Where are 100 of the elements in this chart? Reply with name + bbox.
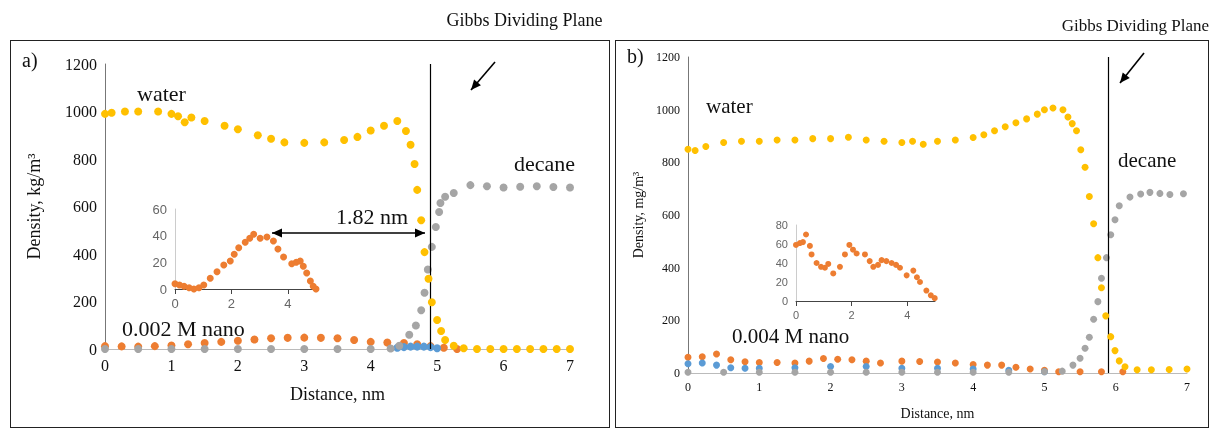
point — [983, 361, 991, 369]
point — [755, 137, 763, 145]
point — [934, 358, 941, 366]
point — [405, 330, 414, 339]
y-tick-label: 40 — [152, 228, 167, 244]
point — [809, 135, 817, 143]
point — [684, 360, 692, 368]
x-tick-label: 2 — [227, 296, 236, 311]
point — [813, 260, 820, 266]
point — [713, 361, 721, 369]
point — [1094, 254, 1102, 262]
point — [931, 295, 938, 302]
point — [101, 109, 109, 118]
point — [174, 112, 183, 121]
point — [401, 126, 410, 135]
point — [283, 333, 292, 342]
series-label: water — [137, 80, 187, 106]
point — [241, 238, 249, 246]
point — [1023, 115, 1031, 123]
point — [1137, 190, 1145, 198]
point — [862, 362, 870, 370]
y-tick-label: 800 — [73, 150, 97, 168]
point — [916, 279, 923, 285]
point — [991, 127, 999, 135]
point — [303, 269, 311, 277]
point — [684, 368, 692, 376]
point — [466, 181, 475, 190]
point — [844, 133, 852, 141]
point — [280, 138, 289, 147]
ref-line-label: Gibbs Dividing Plane — [1061, 15, 1209, 35]
point — [1179, 190, 1187, 198]
y-tick-label: 1200 — [656, 50, 680, 64]
y-tick-label: 1000 — [656, 102, 680, 117]
x-tick-label: 6 — [499, 356, 508, 374]
x-tick-label: 7 — [1184, 380, 1190, 394]
x-tick-label: 0 — [171, 296, 179, 311]
point — [300, 138, 309, 147]
point — [200, 281, 208, 289]
point — [896, 264, 903, 271]
point — [1077, 146, 1085, 154]
point — [366, 337, 375, 346]
point — [437, 326, 446, 335]
point — [916, 357, 924, 365]
point — [1166, 190, 1174, 198]
point — [880, 137, 888, 145]
series-label: 0.002 M nano — [122, 315, 245, 341]
point — [299, 262, 307, 270]
y-tick-label: 600 — [73, 198, 97, 215]
point — [333, 345, 342, 353]
point — [436, 198, 445, 207]
point — [267, 345, 276, 353]
point — [167, 345, 176, 353]
point — [737, 137, 745, 145]
point — [340, 136, 349, 144]
point — [150, 342, 159, 351]
point — [1165, 366, 1173, 374]
point — [566, 183, 574, 192]
point — [566, 345, 574, 353]
point — [951, 136, 959, 144]
x-tick-label: 1 — [756, 380, 763, 394]
point — [923, 287, 930, 294]
point — [435, 207, 444, 216]
point — [516, 182, 525, 191]
point — [213, 268, 221, 276]
point — [433, 316, 442, 325]
point — [187, 113, 196, 122]
point — [1085, 333, 1093, 341]
point — [866, 258, 873, 265]
series-label: water — [706, 94, 753, 118]
y-axis-title: Density, mg/m³ — [630, 171, 646, 259]
point — [410, 159, 419, 168]
point — [1156, 189, 1164, 197]
point — [441, 335, 450, 344]
point — [366, 345, 375, 353]
point — [910, 267, 917, 274]
point — [267, 334, 276, 343]
point — [919, 140, 927, 148]
y-tick-label: 20 — [775, 276, 788, 288]
point — [741, 358, 749, 366]
point — [427, 298, 436, 307]
point — [217, 337, 226, 346]
point — [1147, 366, 1155, 374]
point — [154, 107, 163, 116]
point — [1026, 365, 1034, 373]
point — [755, 358, 763, 366]
point — [1085, 193, 1093, 201]
point — [1115, 202, 1123, 210]
point — [836, 263, 843, 270]
text: a) — [22, 49, 38, 72]
x-tick-label: 1 — [167, 356, 176, 374]
point — [875, 261, 882, 268]
x-tick-label: 2 — [233, 356, 242, 374]
point — [819, 355, 827, 363]
point — [934, 137, 941, 145]
point — [1146, 188, 1154, 196]
y-tick-label: 400 — [662, 260, 680, 275]
point — [253, 131, 262, 140]
point — [386, 344, 395, 353]
point — [969, 134, 977, 142]
point — [449, 188, 458, 197]
